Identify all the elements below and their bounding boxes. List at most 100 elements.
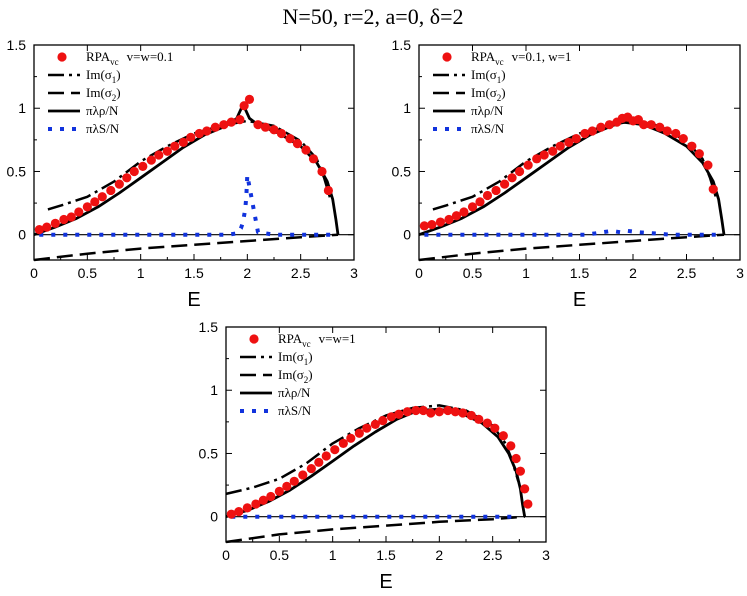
chart2-rpa-point <box>321 451 331 461</box>
chart2-rpa-point <box>450 407 460 417</box>
chart2-rpa-point <box>346 433 356 443</box>
chart1-rpa-point <box>532 154 542 164</box>
chart1-x-tick-label: 0.5 <box>463 265 483 281</box>
chart2-legend-im2-label: Im(σ2) <box>278 367 313 385</box>
chart0-x-tick-label: 0.5 <box>78 265 98 281</box>
chart2-rpa-point <box>298 470 308 480</box>
chart1-x-axis-label: E <box>573 289 586 311</box>
chart0-rpa-point <box>122 173 132 183</box>
chart0-rpa-point <box>74 207 84 217</box>
chart0-rpa-point <box>194 128 204 139</box>
chart2-series-im1-line <box>225 404 520 496</box>
chart2-x-tick-label: 0 <box>222 547 230 563</box>
chart1-rpa-point <box>419 221 429 231</box>
chart0-legend-im1-close: ) <box>116 67 120 82</box>
chart1-plot-frame <box>418 44 741 261</box>
chart1-rpa-point <box>523 160 533 170</box>
chart1-x-tick-label: 2.5 <box>677 265 697 281</box>
chart0-y-tick-label: 1 <box>18 100 26 116</box>
chart1-legend-rpa-sub: vc <box>495 57 504 67</box>
chart0-x-tick-label: 1.5 <box>184 265 204 281</box>
chart2-legend-S-label: πλS/N <box>278 403 312 418</box>
chart1-rpa-point <box>435 217 445 227</box>
chart2-rpa-point <box>378 415 388 426</box>
chart0-rpa-point <box>170 141 180 151</box>
chart1-rpa-point <box>687 141 697 151</box>
chart1-rpa-point <box>467 202 478 212</box>
chart0-rpa-point <box>97 192 107 202</box>
chart2-rpa-point <box>266 491 276 502</box>
chart1-x-tick-label: 3 <box>736 265 744 281</box>
chart1-x-tick-label: 2 <box>629 265 637 281</box>
chart1-rpa-point <box>539 150 549 160</box>
chart0-rpa-point <box>154 150 164 160</box>
chart2-rpa-point <box>362 423 372 433</box>
chart1-rpa-point <box>555 141 565 151</box>
chart2-legend-rpa-params: v=w=1 <box>319 331 356 346</box>
chart2-rpa-point <box>458 408 468 418</box>
chart2-legend-im1-close: ) <box>308 349 312 364</box>
chart2-series-im2-line <box>225 515 525 544</box>
chart0-rpa-point <box>146 155 156 165</box>
chart2-rpa-point <box>411 405 421 416</box>
chart2-rpa-point <box>274 486 284 497</box>
chart1-rpa-point <box>491 185 501 196</box>
chart2-legend-rho-label: πλρ/N <box>278 385 311 400</box>
chart2-rpa-point <box>234 507 244 517</box>
chart2-rpa-point <box>498 431 508 441</box>
chart0-plot-frame <box>33 44 355 261</box>
chart2-rpa-point <box>306 464 316 474</box>
chart1-rpa-point <box>459 207 469 217</box>
chart1-rpa-point <box>671 128 681 139</box>
chart1-rpa-point <box>444 214 454 225</box>
chart1-rpa-point <box>703 160 713 170</box>
chart0-rpa-point <box>244 94 255 104</box>
chart0-legend-im1-label: Im(σ1) <box>86 67 121 85</box>
chart2-rpa-point <box>386 412 396 422</box>
chart1-rpa-point <box>662 126 672 136</box>
chart0-rpa-point <box>186 132 196 142</box>
chart2-x-tick-label: 1 <box>329 547 337 563</box>
chart2-y-tick-label: 1 <box>210 382 218 398</box>
chart0-x-axis-label: E <box>187 289 200 311</box>
chart1-rpa-point <box>507 173 517 183</box>
chart1-legend-im1-label: Im(σ1) <box>471 67 506 85</box>
chart1-rpa-point <box>571 133 581 144</box>
chart0-x-tick-label: 3 <box>350 265 358 281</box>
chart0-rpa-point <box>301 145 311 155</box>
chart0-legend-im1-sub: 1 <box>112 75 117 85</box>
chart2-rpa-point <box>434 407 444 417</box>
chart0-y-tick-label: 1.5 <box>7 37 27 53</box>
chart0-rpa-point <box>90 197 100 207</box>
chart1-rpa-point <box>500 179 510 189</box>
chart0-rpa-point <box>269 125 279 135</box>
chart2-legend-im1-label: Im(σ1) <box>278 349 313 367</box>
chart1-rpa-point <box>655 122 665 132</box>
chart2-rpa-point <box>258 495 268 505</box>
chart0-rpa-point <box>323 185 333 196</box>
chart0-rpa-point <box>66 212 76 222</box>
chart0-legend-im2-sub: 2 <box>112 93 117 103</box>
chart2-y-tick-label: 1.5 <box>199 319 219 335</box>
chart2-rpa-point <box>426 408 436 418</box>
chart1-legend-rho-label: πλρ/N <box>471 103 504 118</box>
chart1-rpa-point <box>604 120 615 130</box>
chart1-rpa-point <box>427 219 437 230</box>
chart0-x-tick-label: 2.5 <box>291 265 311 281</box>
chart0-rpa-point <box>114 179 124 189</box>
chart2-x-tick-label: 2.5 <box>483 547 503 563</box>
chart1-x-tick-label: 0 <box>415 265 423 281</box>
chart2-rpa-point <box>282 481 292 491</box>
chart0-rpa-point <box>226 117 236 127</box>
chart2-rpa-point <box>466 410 476 421</box>
chart2-legend-rpa-sub: vc <box>302 339 311 349</box>
chart0-y-tick-label: 0 <box>18 227 26 243</box>
chart0-rpa-point <box>276 128 287 139</box>
chart1-legend-rpa-marker <box>442 52 452 62</box>
chart0-rpa-point <box>317 166 327 177</box>
chart1-rpa-point <box>708 184 718 194</box>
chart2-x-axis-label: E <box>379 571 392 593</box>
